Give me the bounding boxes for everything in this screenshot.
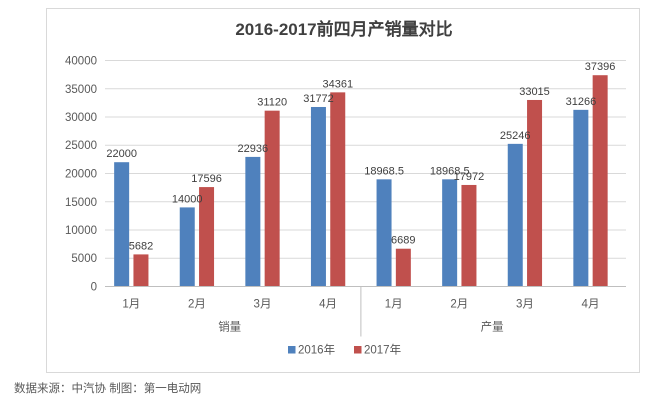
svg-text:20000: 20000 [65,169,97,181]
svg-text:1月: 1月 [122,299,140,311]
svg-text:30000: 30000 [65,112,97,124]
svg-text:3月: 3月 [516,299,534,311]
svg-text:33015: 33015 [519,86,550,98]
svg-text:6689: 6689 [391,235,415,247]
svg-text:40000: 40000 [65,56,97,68]
svg-text:0: 0 [91,282,97,294]
svg-text:17972: 17972 [454,171,485,183]
svg-text:31120: 31120 [257,97,287,109]
svg-text:31772: 31772 [303,93,334,105]
svg-text:15000: 15000 [65,197,97,209]
svg-text:10000: 10000 [65,225,97,237]
svg-text:25000: 25000 [65,140,97,152]
svg-text:4月: 4月 [319,299,337,311]
svg-text:35000: 35000 [65,84,97,96]
svg-text:2月: 2月 [188,299,206,311]
svg-text:1月: 1月 [385,299,403,311]
svg-text:4月: 4月 [582,299,600,311]
svg-text:2月: 2月 [450,299,468,311]
svg-text:17596: 17596 [191,173,222,185]
svg-text:34361: 34361 [323,78,354,90]
svg-text:25246: 25246 [500,130,531,142]
svg-text:22936: 22936 [238,143,269,155]
svg-text:37396: 37396 [585,61,616,73]
svg-text:5682: 5682 [129,240,153,252]
svg-text:5000: 5000 [71,253,97,265]
svg-text:14000: 14000 [172,193,203,205]
svg-text:22000: 22000 [106,148,137,160]
svg-text:销量: 销量 [218,320,241,334]
svg-text:31266: 31266 [566,96,597,108]
svg-text:2016年: 2016年 [298,343,335,357]
svg-text:2017年: 2017年 [364,343,401,357]
svg-text:18968.5: 18968.5 [364,165,404,177]
svg-text:产量: 产量 [481,320,504,334]
svg-text:3月: 3月 [254,299,272,311]
